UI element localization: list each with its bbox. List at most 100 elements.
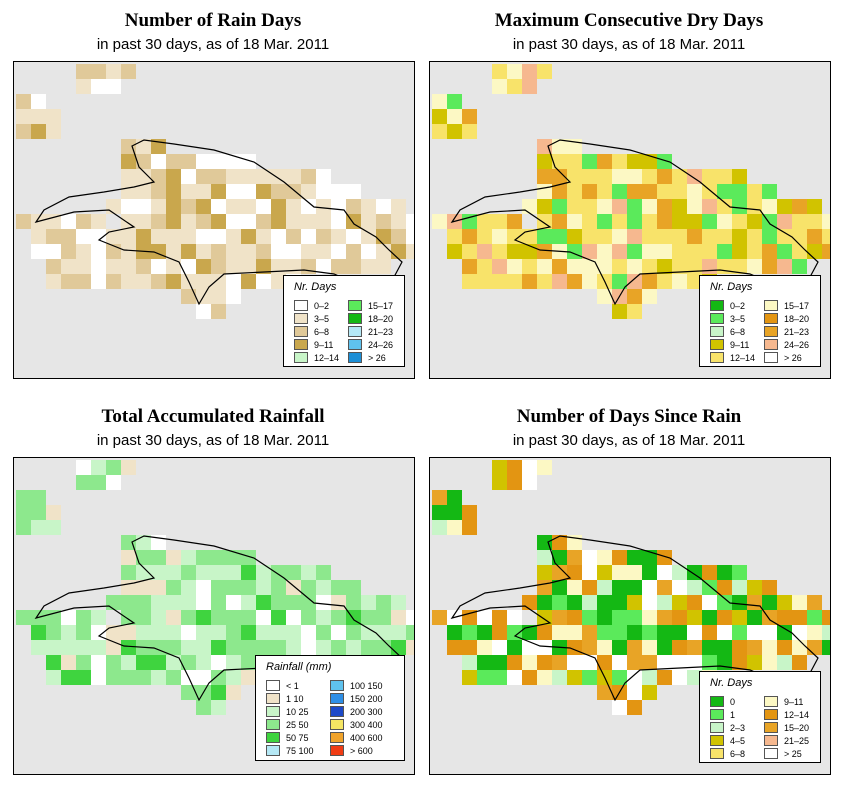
grid-cell — [196, 229, 211, 244]
grid-cell — [226, 640, 241, 655]
grid-cell — [226, 154, 241, 169]
grid-cell — [361, 625, 376, 640]
grid-cell — [121, 670, 136, 685]
grid-cell — [687, 595, 702, 610]
grid-cell — [627, 229, 642, 244]
grid-cell — [507, 640, 522, 655]
legend-label: 4–5 — [730, 736, 746, 746]
grid-cell — [642, 154, 657, 169]
grid-cell — [46, 274, 61, 289]
grid-cell — [732, 244, 747, 259]
grid-cell — [121, 229, 136, 244]
grid-cell — [151, 580, 166, 595]
grid-cell — [166, 214, 181, 229]
grid-cell — [687, 640, 702, 655]
grid-cell — [822, 625, 830, 640]
grid-cell — [672, 565, 687, 580]
grid-cell — [552, 259, 567, 274]
grid-cell — [552, 274, 567, 289]
grid-cell — [552, 550, 567, 565]
legend-label: 24–26 — [784, 340, 810, 350]
grid-cell — [16, 94, 31, 109]
grid-cell — [507, 244, 522, 259]
legend-label: 15–17 — [784, 301, 810, 311]
grid-cell — [462, 655, 477, 670]
grid-cell — [807, 625, 822, 640]
legend-label: > 25 — [784, 749, 802, 759]
grid-cell — [582, 595, 597, 610]
grid-cells — [432, 460, 830, 715]
grid-cell — [717, 214, 732, 229]
grid-cell — [196, 640, 211, 655]
grid-cell — [61, 625, 76, 640]
grid-cell — [792, 244, 807, 259]
grid-cell — [567, 274, 582, 289]
grid-cell — [657, 655, 672, 670]
grid-cell — [552, 655, 567, 670]
grid-cell — [136, 580, 151, 595]
grid-cell — [151, 214, 166, 229]
grid-cell — [286, 625, 301, 640]
grid-cell — [391, 595, 406, 610]
legend-label: 18–20 — [784, 314, 810, 324]
grid-cell — [316, 214, 331, 229]
grid-cell — [241, 640, 256, 655]
legend-label: 3–5 — [314, 314, 330, 324]
grid-cell — [687, 580, 702, 595]
grid-cell — [16, 109, 31, 124]
grid-cell — [627, 640, 642, 655]
grid-cell — [361, 229, 376, 244]
grid-cell — [627, 550, 642, 565]
grid-cell — [567, 214, 582, 229]
grid-cell — [627, 610, 642, 625]
grid-cell — [597, 685, 612, 700]
grid-cell — [286, 640, 301, 655]
grid-cell — [91, 274, 106, 289]
grid-cell — [181, 655, 196, 670]
legend-dry-days: Nr. Days 0–2 3–5 6–8 9–11 12–14 15–17 18–20 21–… — [699, 275, 821, 367]
grid-cell — [166, 640, 181, 655]
grid-cell — [391, 244, 406, 259]
grid-cell — [762, 625, 777, 640]
grid-cell — [657, 244, 672, 259]
legend-label: 6–8 — [730, 749, 746, 759]
grid-cell — [732, 229, 747, 244]
grid-cell — [717, 565, 732, 580]
legend-label: 12–14 — [314, 353, 340, 363]
grid-cell — [567, 610, 582, 625]
grid-cell — [181, 154, 196, 169]
grid-cell — [121, 199, 136, 214]
grid-cell — [316, 259, 331, 274]
grid-cell — [31, 109, 46, 124]
map-rain-days — [13, 61, 415, 379]
legend-swatch — [764, 326, 778, 337]
grid-cell — [507, 610, 522, 625]
legend-label: < 1 — [286, 681, 299, 691]
grid-cell — [91, 214, 106, 229]
grid-cell — [301, 595, 316, 610]
grid-cell — [672, 229, 687, 244]
grid-cell — [702, 199, 717, 214]
grid-cell — [271, 580, 286, 595]
grid-cell — [687, 655, 702, 670]
grid-cell — [717, 595, 732, 610]
grid-cell — [46, 625, 61, 640]
grid-cell — [31, 520, 46, 535]
grid-cell — [31, 640, 46, 655]
grid-cell — [642, 655, 657, 670]
grid-cell — [16, 124, 31, 139]
grid-cell — [211, 154, 226, 169]
grid-cell — [612, 595, 627, 610]
legend-swatch — [294, 339, 308, 350]
grid-cell — [702, 580, 717, 595]
grid-cell — [181, 565, 196, 580]
grid-cell — [582, 169, 597, 184]
grid-cell — [477, 670, 492, 685]
grid-cell — [181, 199, 196, 214]
grid-cell — [582, 550, 597, 565]
grid-cell — [181, 685, 196, 700]
grid-cell — [211, 169, 226, 184]
grid-cell — [166, 229, 181, 244]
legend-label: 21–23 — [368, 327, 394, 337]
grid-cell — [657, 580, 672, 595]
